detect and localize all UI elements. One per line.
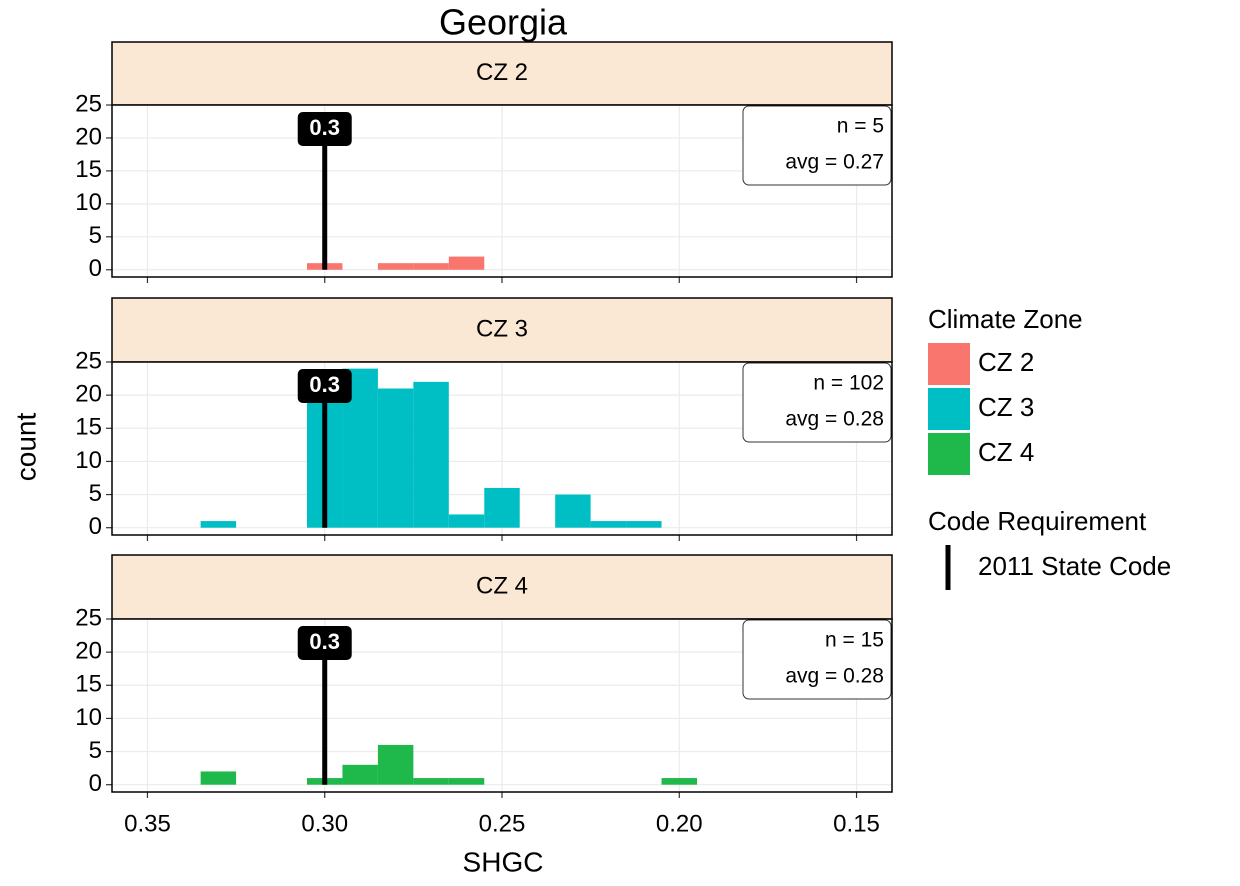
bar	[342, 764, 378, 785]
reference-label-box	[297, 626, 352, 660]
x-tick-label: 0.30	[301, 810, 348, 837]
legend-title: Code Requirement	[928, 506, 1147, 536]
y-tick-label: 20	[75, 123, 102, 150]
legend-label: CZ 4	[978, 437, 1034, 467]
bar	[626, 521, 662, 528]
bar	[590, 521, 627, 528]
facet-label: CZ 4	[476, 572, 528, 599]
legend-key	[928, 433, 970, 475]
bar	[200, 771, 237, 785]
annotation: n = 102	[813, 372, 884, 395]
y-tick-label: 0	[89, 770, 102, 797]
bar	[377, 744, 414, 785]
facet-label: CZ 3	[476, 315, 528, 342]
x-tick-label: 0.15	[833, 810, 880, 837]
y-tick-label: 0	[89, 513, 102, 540]
annotation-box	[742, 619, 892, 700]
y-tick-label: 15	[75, 671, 102, 698]
facet-label: CZ 2	[476, 59, 528, 86]
bar	[448, 256, 485, 270]
y-tick-label: 10	[75, 189, 102, 216]
panel-border	[111, 104, 893, 278]
annotation: avg = 0.27	[785, 151, 884, 174]
bar	[448, 514, 485, 528]
reference-label-box	[297, 369, 352, 403]
annotation-box	[742, 362, 892, 443]
y-tick-label: 5	[89, 480, 102, 507]
legend-key	[928, 343, 970, 385]
bar	[661, 778, 697, 785]
y-tick-label: 15	[75, 156, 102, 183]
reference-label: 0.3	[309, 115, 340, 140]
reference-label: 0.3	[309, 372, 340, 397]
panel-border	[111, 361, 893, 536]
legend-key	[928, 388, 970, 430]
y-tick-label: 5	[89, 222, 102, 249]
bar	[555, 494, 591, 528]
x-tick-label: 0.35	[124, 810, 171, 837]
y-tick-label: 20	[75, 637, 102, 664]
bar	[413, 778, 449, 785]
y-tick-label: 10	[75, 704, 102, 731]
reference-label-box	[297, 112, 352, 146]
y-tick-label: 10	[75, 447, 102, 474]
panel-border	[111, 618, 893, 793]
y-tick-label: 25	[75, 604, 102, 631]
bar	[413, 381, 449, 528]
facet-strip	[111, 297, 893, 363]
legend-label: CZ 3	[978, 392, 1034, 422]
legend-title: Climate Zone	[928, 304, 1083, 334]
y-axis-label: count	[10, 413, 41, 482]
y-tick-label: 25	[75, 347, 102, 374]
reference-label: 0.3	[309, 629, 340, 654]
annotation: avg = 0.28	[785, 408, 884, 431]
annotation: n = 15	[825, 629, 884, 652]
x-tick-label: 0.20	[656, 810, 703, 837]
bar	[377, 388, 414, 528]
bar	[448, 778, 485, 785]
annotation: n = 5	[837, 115, 884, 138]
y-tick-label: 15	[75, 414, 102, 441]
bar	[484, 487, 520, 528]
y-tick-label: 5	[89, 737, 102, 764]
x-axis-label: SHGC	[463, 846, 544, 877]
y-tick-label: 0	[89, 255, 102, 282]
annotation-box	[742, 105, 892, 186]
legend-label: 2011 State Code	[978, 551, 1171, 581]
y-tick-label: 25	[75, 90, 102, 117]
legend-label: CZ 2	[978, 347, 1034, 377]
bar	[200, 521, 237, 528]
y-tick-label: 20	[75, 380, 102, 407]
x-tick-label: 0.25	[479, 810, 526, 837]
bar	[413, 263, 449, 270]
chart-title: Georgia	[439, 2, 568, 43]
annotation: avg = 0.28	[785, 665, 884, 688]
bar	[377, 263, 414, 270]
